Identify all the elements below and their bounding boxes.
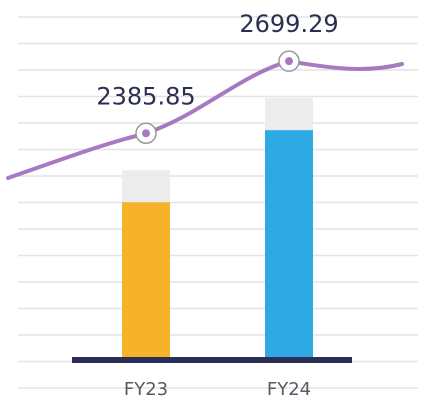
bar (122, 202, 170, 360)
bar (265, 130, 313, 360)
point (142, 129, 150, 138)
trend-curve (6, 59, 404, 180)
point (285, 57, 293, 66)
value-label: 2699.29 (239, 10, 338, 38)
bar-cap (265, 98, 313, 131)
value-label: 2385.85 (96, 82, 195, 110)
baseline (72, 357, 352, 363)
x-tick-label: FY23 (124, 379, 168, 400)
bar-cap (122, 170, 170, 203)
x-tick-label: FY24 (267, 379, 311, 400)
